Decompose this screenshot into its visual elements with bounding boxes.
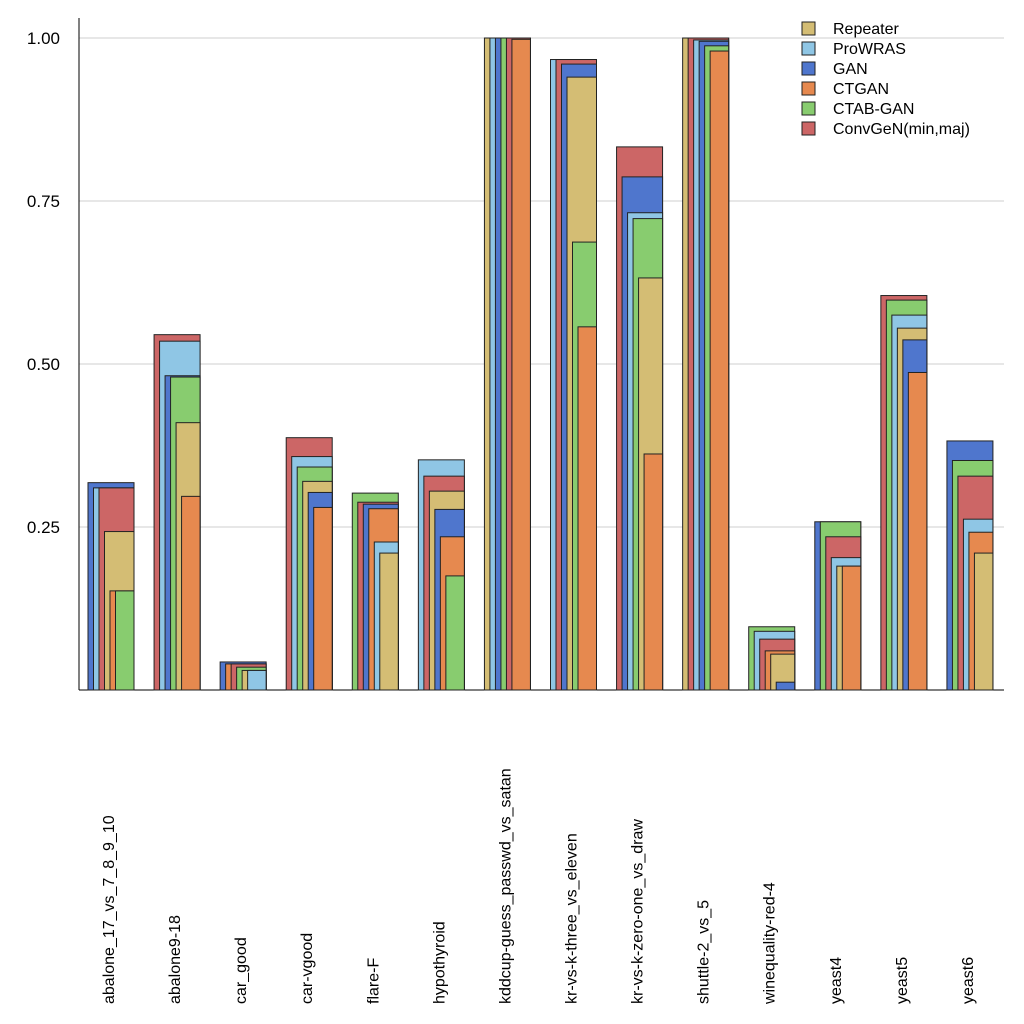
x-tick-label: kddcup-guess_passwd_vs_satan xyxy=(497,768,514,1004)
bar-prowras-2 xyxy=(247,669,267,691)
legend-label: ProWRAS xyxy=(833,41,906,58)
legend-swatch xyxy=(801,41,816,56)
legend-swatch xyxy=(801,121,816,136)
legend-swatch xyxy=(801,101,816,116)
y-tick-label: 1.00 xyxy=(27,29,60,48)
bar-ctab-gan-0 xyxy=(115,590,135,691)
x-tick-label: hypothyroid xyxy=(431,921,448,1004)
legend-label: CTGAN xyxy=(833,81,889,98)
legend-swatch xyxy=(801,81,816,96)
x-tick-label: abalone9-18 xyxy=(167,915,184,1004)
y-tick-label: 0.50 xyxy=(27,355,60,374)
bar-ctgan-8 xyxy=(643,453,664,691)
bar-repeater-13 xyxy=(973,552,994,691)
x-tick-label: yeast6 xyxy=(960,957,977,1004)
bar-ctgan-12 xyxy=(907,371,928,691)
legend: Repeater ProWRAS GAN CTGAN CTAB-GAN ConvGeN(m… xyxy=(801,21,970,138)
x-tick-label: abalone_17_vs_7_8_9_10 xyxy=(101,815,118,1004)
x-tick-label: car_good xyxy=(233,937,250,1004)
bar-repeater-4 xyxy=(379,552,399,691)
bars xyxy=(87,37,994,691)
legend-label: GAN xyxy=(833,61,868,78)
legend-label: Repeater xyxy=(833,21,899,38)
legend-label: ConvGeN(min,maj) xyxy=(833,121,970,138)
bar-ctgan-11 xyxy=(841,565,862,691)
legend-label: CTAB-GAN xyxy=(833,101,914,118)
x-tick-label: kr-vs-k-zero-one_vs_draw xyxy=(630,819,647,1004)
legend-swatch xyxy=(801,61,816,76)
bar-ctgan-9 xyxy=(709,50,730,691)
x-tick-label: winequality-red-4 xyxy=(762,882,779,1005)
x-tick-label: yeast4 xyxy=(828,957,845,1004)
bar-ctgan-7 xyxy=(577,326,597,691)
x-tick-label: kr-vs-k-three_vs_eleven xyxy=(564,833,581,1004)
x-tick-label: flare-F xyxy=(365,958,382,1004)
x-tick-label: car-vgood xyxy=(299,933,316,1004)
x-tick-label: yeast5 xyxy=(894,957,911,1004)
bar-ctab-gan-5 xyxy=(445,575,465,691)
x-tick-label: shuttle-2_vs_5 xyxy=(696,900,713,1004)
bar-ctgan-6 xyxy=(511,38,531,691)
y-tick-label: 0.75 xyxy=(27,192,60,211)
legend-swatch xyxy=(801,21,816,36)
bar-gan-10 xyxy=(775,681,796,691)
y-tick-label: 0.25 xyxy=(27,518,60,537)
bar-ctgan-3 xyxy=(313,506,333,691)
bar-ctgan-1 xyxy=(181,495,201,691)
category-labels: abalone_17_vs_7_8_9_10 abalone9-18 car_goo… xyxy=(101,768,977,1005)
